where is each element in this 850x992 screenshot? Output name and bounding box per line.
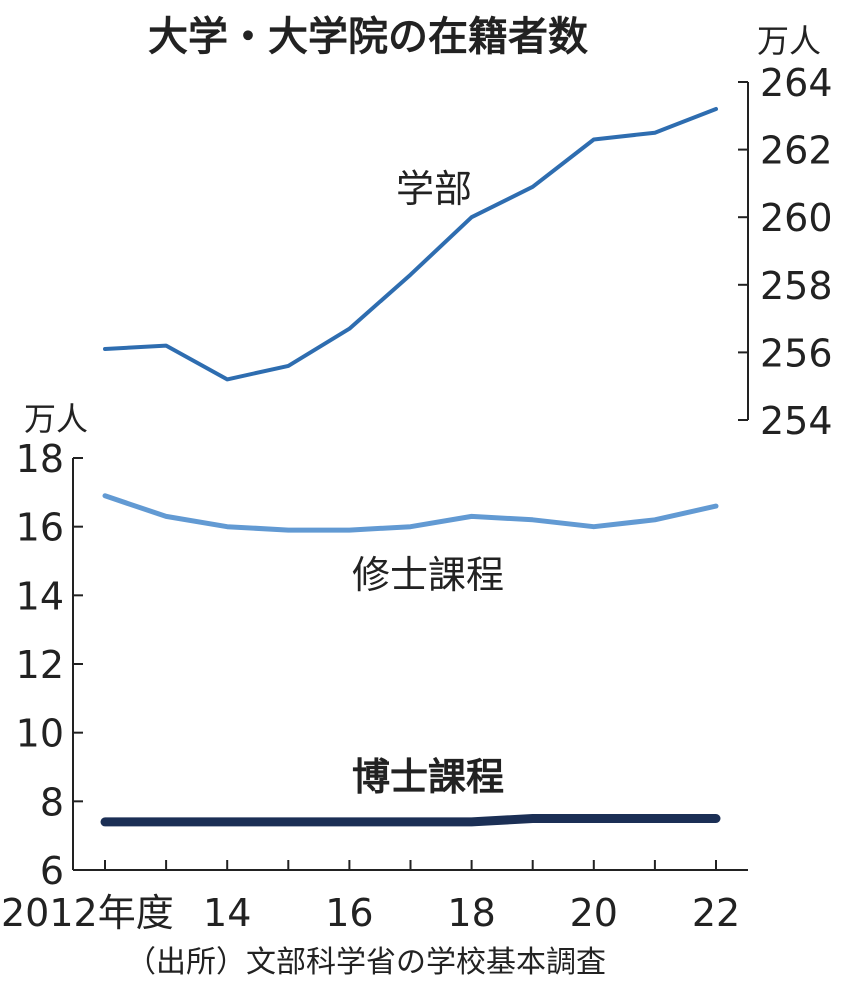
series-line-undergrad [103, 107, 718, 382]
series-label-undergrad: 学部 [396, 167, 472, 211]
upper-tick-label: 256 [760, 331, 833, 375]
lower-tick-label: 10 [16, 712, 64, 756]
x-tick-label: 18 [447, 891, 495, 935]
x-tick-label: 14 [203, 891, 251, 935]
series-group [100, 107, 721, 827]
upper-tick-label: 262 [760, 129, 833, 173]
lower-tick-group: 18 16 14 12 10 8 6 [16, 437, 83, 893]
lower-tick-label: 18 [16, 437, 64, 481]
x-tick-label: 20 [570, 891, 618, 935]
series-label-doctoral: 博士課程 [352, 755, 504, 799]
upper-tick-label: 264 [760, 61, 833, 105]
upper-tick-label: 260 [760, 196, 833, 240]
upper-axis-unit: 万人 [757, 22, 821, 60]
series-line-masters [102, 493, 719, 533]
chart-title: 大学・大学院の在籍者数 [148, 14, 588, 60]
x-tick-label: 2012年度 [1, 891, 174, 935]
series-line-doctoral [100, 814, 721, 827]
lower-tick-label: 16 [16, 506, 64, 550]
series-label-masters: 修士課程 [352, 553, 504, 597]
lower-tick-label: 6 [40, 849, 64, 893]
lower-tick-label: 14 [16, 574, 64, 618]
lower-tick-label: 8 [40, 780, 64, 824]
upper-tick-group: 264 262 260 258 256 254 [738, 61, 833, 443]
x-tick-label: 22 [692, 891, 740, 935]
x-tick-label: 16 [325, 891, 373, 935]
upper-tick-label: 254 [760, 399, 833, 443]
upper-tick-label: 258 [760, 264, 833, 308]
lower-tick-label: 12 [16, 643, 64, 687]
source-note: （出所）文部科学省の学校基本調査 [126, 945, 606, 980]
lower-axis-unit: 万人 [24, 400, 88, 438]
x-tick-group: 2012年度 14 16 18 20 22 [1, 860, 740, 935]
